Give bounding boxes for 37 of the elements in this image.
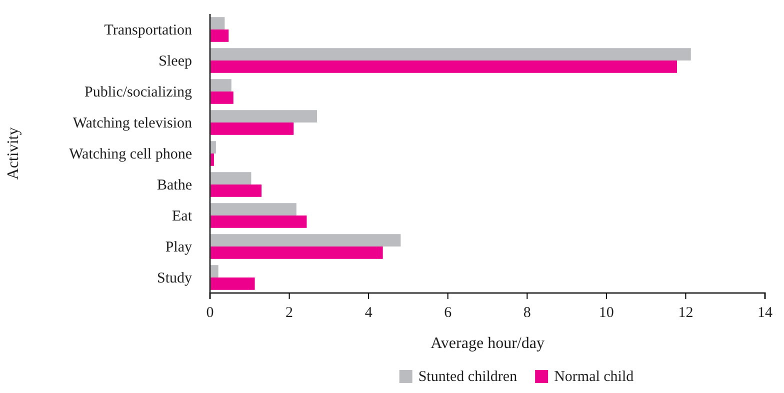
x-tick-label: 8 (523, 305, 531, 321)
bar (210, 234, 401, 246)
bar (210, 278, 255, 290)
bar (210, 246, 383, 259)
x-tick-label: 4 (364, 305, 373, 321)
bar (210, 30, 229, 42)
legend-label: Stunted children (418, 369, 518, 385)
x-tick-label: 14 (758, 305, 773, 321)
y-tick-label: Sleep (158, 53, 192, 70)
y-tick-label: Bathe (157, 177, 192, 194)
bar (210, 265, 218, 278)
x-tick-label: 0 (206, 305, 214, 321)
y-axis-title: Activity (5, 127, 22, 180)
bar (210, 60, 677, 73)
bar (210, 122, 294, 135)
y-tick-label: Watching television (72, 115, 192, 132)
y-tick-label: Transportation (104, 22, 192, 38)
bar (210, 203, 296, 216)
x-axis-title: Average hour/day (430, 335, 544, 352)
bar (210, 172, 252, 184)
y-tick-label: Play (165, 239, 192, 256)
x-tick-label: 2 (286, 305, 294, 321)
legend-label: Normal child (554, 369, 634, 385)
bar (210, 79, 232, 92)
y-tick-label: Eat (172, 208, 193, 224)
x-tick-label: 12 (678, 305, 694, 321)
bar (210, 110, 318, 122)
bar (210, 216, 307, 228)
x-tick-label: 10 (598, 305, 614, 321)
x-tick-label: 6 (444, 305, 452, 321)
y-tick-label: Watching cell phone (69, 146, 192, 162)
bar (210, 48, 691, 60)
bar (210, 184, 262, 197)
y-tick-label: Study (156, 270, 192, 286)
bar (210, 17, 225, 30)
y-tick-label: Public/socializing (84, 84, 192, 100)
bar (210, 92, 234, 104)
